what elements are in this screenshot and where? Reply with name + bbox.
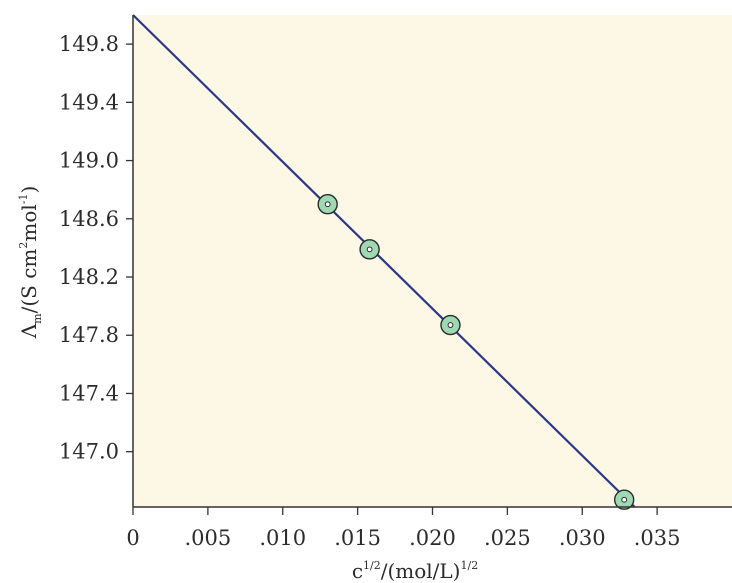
x-tick-label: .025 [484,526,531,550]
y-tick-label: 149.0 [59,149,119,173]
y-tick-label: 148.6 [59,207,119,231]
x-tick-label: .035 [634,526,681,550]
plot-area [133,15,732,507]
y-tick-label: 148.2 [59,265,119,289]
fit-line [132,14,636,508]
x-axis-title: c1/2/(mol/L)1/2 [352,559,478,583]
data-point [440,314,461,336]
x-tick-label: .015 [334,526,381,550]
y-tick-label: 147.4 [59,381,119,405]
data-point [613,489,635,510]
x-tick-label: 0 [126,526,139,550]
y-axis-title: Λm/(S cm2mol-1) [17,186,44,340]
y-tick-label: 149.8 [59,32,119,56]
y-tick-label: 147.8 [59,323,119,347]
x-tick-label: .020 [409,526,456,550]
x-tick-label: .010 [259,526,306,550]
data-point [359,239,380,260]
y-tick-label: 149.4 [59,90,119,114]
y-tick-label: 147.0 [59,440,119,464]
data-point [317,194,338,215]
x-tick-label: .030 [559,526,606,550]
x-tick-label: .005 [184,526,231,550]
